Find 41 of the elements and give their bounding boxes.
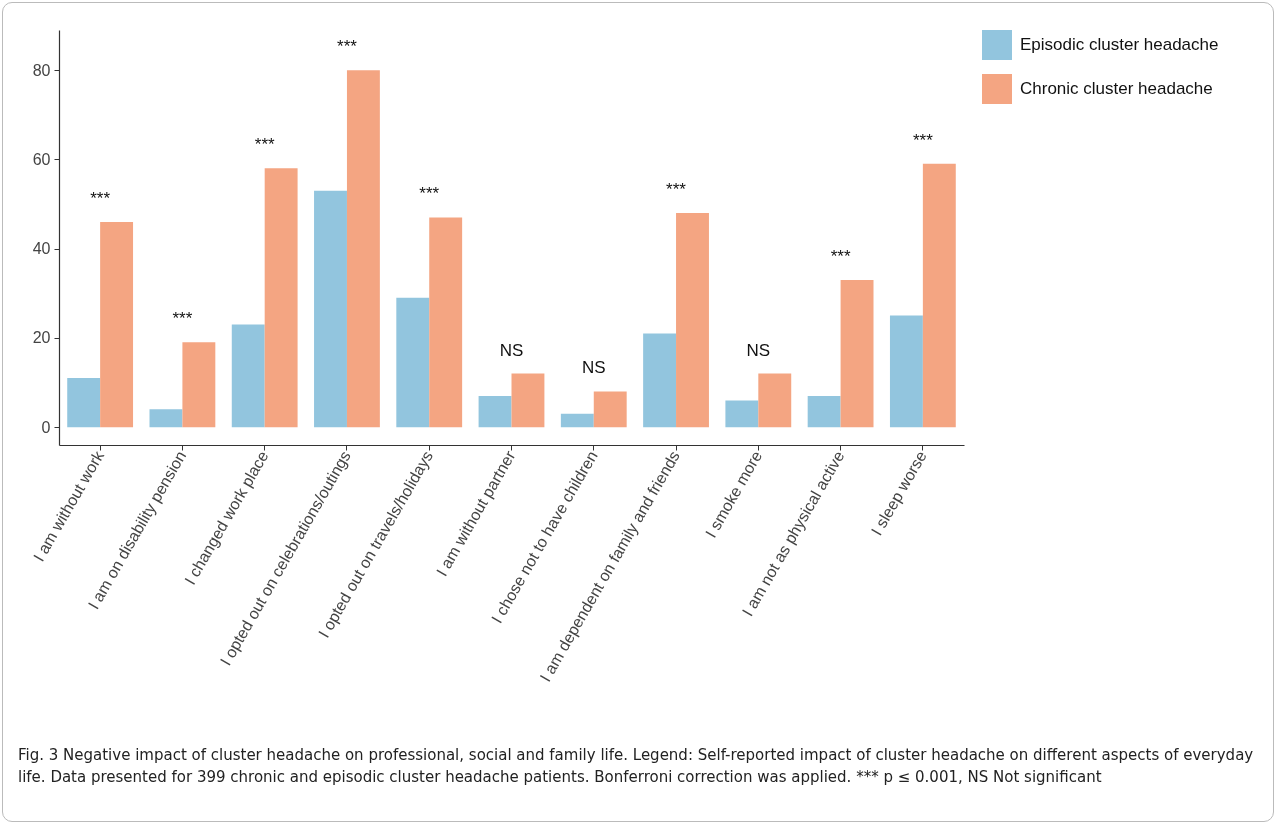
bar — [346, 70, 380, 428]
caption: Fig. 3 Negative impact of cluster headache on professional, social and family life. Legend: Self-reported impact of cluster headache on different aspects of everyday life. Data presented for 399 chronic and episodic cluster headache patients. Bonferroni correction was applied. *** p ≤ 0.001, NS Not significant — [18, 745, 1255, 788]
bar — [560, 413, 594, 428]
bar — [725, 400, 759, 428]
legend-label: Chronic cluster headache — [1020, 79, 1213, 98]
y-tick-label: 60 — [32, 150, 51, 168]
bar — [807, 395, 841, 428]
annotation: *** — [830, 246, 851, 266]
y-tick-label: 40 — [32, 240, 51, 258]
annotation: *** — [90, 188, 111, 208]
y-tick-label: 0 — [41, 418, 51, 436]
bar — [314, 190, 347, 428]
bar — [67, 378, 101, 428]
bar — [922, 163, 956, 428]
bar — [676, 212, 709, 428]
bar — [182, 342, 216, 428]
bar — [889, 315, 923, 428]
annotation: NS — [581, 358, 606, 378]
bar — [231, 324, 265, 428]
bar — [264, 168, 298, 428]
bar — [643, 333, 677, 428]
annotation: *** — [172, 309, 193, 329]
bar — [593, 391, 627, 428]
bar — [429, 217, 463, 428]
legend-label: Episodic cluster headache — [1020, 35, 1219, 54]
bar — [396, 297, 430, 428]
bar — [511, 373, 545, 428]
annotation: *** — [666, 179, 687, 199]
annotation: NS — [746, 340, 771, 360]
y-tick-label: 20 — [32, 329, 51, 347]
annotation: *** — [419, 184, 440, 204]
annotation: NS — [499, 340, 524, 360]
annotation: *** — [912, 130, 934, 150]
bar — [840, 279, 874, 428]
annotation: *** — [337, 37, 358, 57]
y-tick-label: 80 — [32, 61, 51, 79]
bar — [478, 395, 512, 428]
bar — [758, 373, 792, 428]
bar — [100, 221, 134, 428]
bar — [149, 409, 183, 428]
annotation: *** — [254, 135, 275, 155]
